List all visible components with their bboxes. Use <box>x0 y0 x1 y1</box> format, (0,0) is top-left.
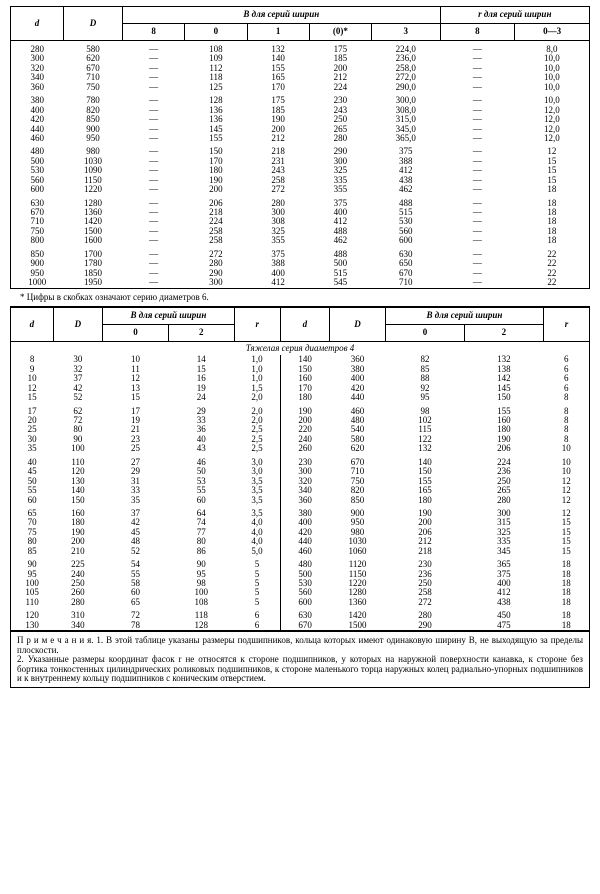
table-row: 7501500—258325488560—18 <box>11 227 590 236</box>
table-row: 300620—109140185236,0—10,0 <box>11 54 590 63</box>
table-row: 8020048804,0440103021233515 <box>11 537 590 546</box>
table-row: 103712161,0160400881426 <box>11 374 590 383</box>
table-row: 6516037643,538090019030012 <box>11 509 590 518</box>
b-hdr-c2b: 2 <box>464 324 543 341</box>
table-row: 6701360—218300400515—18 <box>11 208 590 217</box>
table-row: 6301280—206280375488—18 <box>11 199 590 208</box>
table-row: 440900—145200265345,0—12,0 <box>11 125 590 134</box>
top-table: d D В для серий ширин r для серий ширин … <box>10 6 590 289</box>
hdr-col-8: 8 <box>123 24 185 41</box>
table-row: 360750—125170224290,0—10,0 <box>11 83 590 92</box>
table-row: 207219332,02004801021608 <box>11 416 590 425</box>
hdr-B-series: В для серий ширин <box>123 7 440 24</box>
table-row: 10001950—300412545710—22 <box>11 278 590 288</box>
table-row: 9524055955500115023637518 <box>11 570 590 579</box>
bottom-table: d D В для серий ширин r d D В для серий … <box>10 307 590 631</box>
hdr-col-1: 1 <box>247 24 309 41</box>
b-hdr-B2: В для серий ширин <box>386 307 544 324</box>
b-hdr-c2a: 2 <box>168 324 234 341</box>
table-row: 7101420—224308412530—18 <box>11 217 590 226</box>
hdr-d: d <box>11 7 64 41</box>
hdr-col-r8: 8 <box>440 24 515 41</box>
table-row: 320670—112155200258,0—10,0 <box>11 64 590 73</box>
table-row: 83010141,0140360821326 <box>11 355 590 364</box>
table-row: 93211151,0150380851386 <box>11 365 590 374</box>
table-row: 5601150—190258335438—15 <box>11 176 590 185</box>
b-hdr-D1: D <box>53 307 102 341</box>
table-row: 8521052865,0460106021834515 <box>11 547 590 556</box>
b-hdr-c0b: 0 <box>386 324 465 341</box>
table-row: 280580—108132175224,0—8,0 <box>11 45 590 54</box>
table-row: 120310721186630142028045018 <box>11 611 590 620</box>
b-hdr-d1: d <box>11 307 54 341</box>
section-title: Тяжелая серия диаметров 4 <box>11 341 590 355</box>
table-row: 7018042744,040095020031515 <box>11 518 590 527</box>
b-hdr-r1: r <box>234 307 280 341</box>
b-hdr-B1: В для серий ширин <box>103 307 235 324</box>
table-row: 9001780—280388500650—22 <box>11 259 590 268</box>
table-row: 5301090—180243325412—15 <box>11 166 590 175</box>
table-row: 6015035603,536085018028012 <box>11 496 590 505</box>
b-hdr-c0a: 0 <box>103 324 169 341</box>
table-row: 5514033553,534082016526512 <box>11 486 590 495</box>
table-row: 460950—155212280365,0—12,0 <box>11 134 590 143</box>
table-row: 400820—136185243308,0—12,0 <box>11 106 590 115</box>
hdr-col-0: 0 <box>185 24 247 41</box>
table-row: 130340781286670150029047518 <box>11 621 590 631</box>
table-row: 309023402,52405801221908 <box>11 435 590 444</box>
table-row: 340710—118165212272,0—10,0 <box>11 73 590 82</box>
table-row: 8001600—258355462600—18 <box>11 236 590 245</box>
hdr-D: D <box>63 7 122 41</box>
table-row: 380780—128175230300,0—10,0 <box>11 96 590 105</box>
hdr-col-r03: 0—3 <box>515 24 590 41</box>
table-row: 124213191,5170420921456 <box>11 384 590 393</box>
notes-block: П р и м е ч а н и я. 1. В этой таблице у… <box>10 631 590 688</box>
table-row: 258021362,52205401151808 <box>11 425 590 434</box>
note-2: 2. Указанные размеры координат фасок r н… <box>17 654 583 683</box>
table-row: 420850—136190250315,0—12,0 <box>11 115 590 124</box>
table-row: 480980—150218290375—12 <box>11 147 590 156</box>
table-row: 9022554905480112023036518 <box>11 560 590 569</box>
table-row: 176217292,0190460981558 <box>11 407 590 416</box>
table-row: 4011027463,023067014022410 <box>11 458 590 467</box>
table-row: 9501850—290400515670—22 <box>11 269 590 278</box>
table-row: 5013031533,532075015525012 <box>11 477 590 486</box>
table-row: 3510025432,526062013220610 <box>11 444 590 453</box>
b-hdr-r2: r <box>543 307 589 341</box>
hdr-r-series: r для серий ширин <box>440 7 589 24</box>
hdr-col-3: 3 <box>372 24 440 41</box>
table-row: 4512029503,030071015023610 <box>11 467 590 476</box>
note-1: П р и м е ч а н и я. 1. В этой таблице у… <box>17 635 583 654</box>
table-row: 7519045774,042098020632515 <box>11 528 590 537</box>
table-row: 10025058985530122025040018 <box>11 579 590 588</box>
table-row: 155215242,0180440951508 <box>11 393 590 402</box>
table-row: 8501700—272375488630—22 <box>11 250 590 259</box>
b-hdr-d2: d <box>280 307 329 341</box>
b-hdr-D2: D <box>330 307 386 341</box>
table-row: 6001220—200272355462—18 <box>11 185 590 194</box>
hdr-col-0star: (0)* <box>309 24 371 41</box>
table-row: 5001030—170231300388—15 <box>11 157 590 166</box>
footnote: * Цифры в скобках означают серию диаметр… <box>10 289 590 307</box>
table-row: 105260601005560128025841218 <box>11 588 590 597</box>
table-row: 110280651085600136027243818 <box>11 598 590 607</box>
